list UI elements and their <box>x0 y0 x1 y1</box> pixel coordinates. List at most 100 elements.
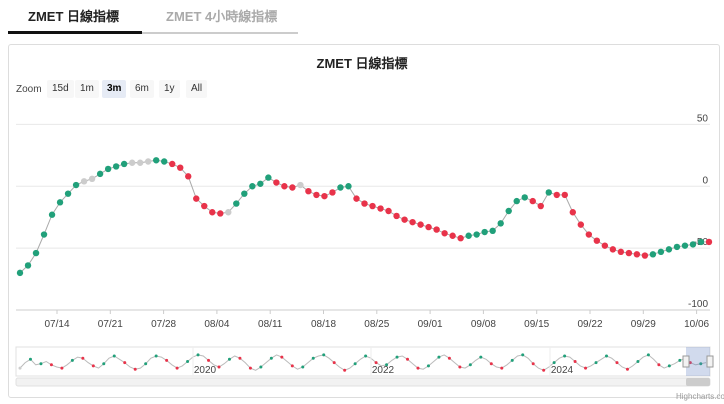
data-point[interactable] <box>225 209 232 216</box>
data-point[interactable] <box>56 199 64 206</box>
data-point[interactable] <box>128 159 136 166</box>
data-point[interactable] <box>401 216 408 223</box>
data-point[interactable] <box>417 221 424 228</box>
zoom-15d-button[interactable]: 15d <box>47 80 74 98</box>
data-point[interactable] <box>152 157 160 164</box>
data-point[interactable] <box>136 159 144 166</box>
data-point[interactable] <box>144 158 152 165</box>
data-point[interactable] <box>409 218 416 226</box>
data-point[interactable] <box>569 209 577 216</box>
data-point[interactable] <box>305 188 312 195</box>
tab-daily[interactable]: ZMET 日線指標 <box>28 9 119 24</box>
data-point[interactable] <box>601 242 609 249</box>
data-point[interactable] <box>321 192 328 200</box>
data-point[interactable] <box>233 200 240 207</box>
data-point[interactable] <box>705 238 713 246</box>
data-point[interactable] <box>161 158 168 165</box>
zoom-1m-button[interactable]: 1m <box>75 80 99 98</box>
navigator-selection[interactable] <box>686 347 710 376</box>
data-point[interactable] <box>617 248 625 256</box>
data-point[interactable] <box>32 249 40 257</box>
data-point[interactable] <box>265 174 272 181</box>
data-point[interactable] <box>393 212 400 220</box>
data-point[interactable] <box>489 227 496 234</box>
data-point[interactable] <box>689 241 697 248</box>
zoom-1y-button[interactable]: 1y <box>159 80 180 98</box>
data-point[interactable] <box>48 211 56 218</box>
data-point[interactable] <box>241 190 248 197</box>
data-point[interactable] <box>16 269 24 277</box>
data-point[interactable] <box>497 220 504 227</box>
data-point[interactable] <box>337 184 344 191</box>
data-point[interactable] <box>433 226 440 233</box>
data-point[interactable] <box>345 183 352 190</box>
navigator-right-handle[interactable] <box>706 355 714 368</box>
data-point[interactable] <box>681 242 689 249</box>
data-point[interactable] <box>281 183 288 190</box>
data-point[interactable] <box>561 191 568 199</box>
data-point[interactable] <box>177 164 184 171</box>
data-point[interactable] <box>473 231 480 238</box>
data-point[interactable] <box>697 238 705 246</box>
data-point[interactable] <box>193 195 200 202</box>
data-point[interactable] <box>505 207 512 215</box>
navigator-scrollbar-thumb[interactable] <box>686 378 710 386</box>
data-point[interactable] <box>441 230 448 237</box>
data-point[interactable] <box>72 181 80 189</box>
data-point[interactable] <box>457 235 464 242</box>
data-point[interactable] <box>112 163 120 170</box>
data-point[interactable] <box>673 243 681 251</box>
zoom-all-button[interactable]: All <box>186 80 208 98</box>
data-point[interactable] <box>553 191 560 199</box>
data-point[interactable] <box>521 194 528 201</box>
data-point[interactable] <box>425 223 432 231</box>
data-point[interactable] <box>625 249 633 257</box>
data-point[interactable] <box>209 209 216 216</box>
data-point[interactable] <box>169 160 176 168</box>
data-point[interactable] <box>40 231 48 238</box>
data-point[interactable] <box>513 197 520 205</box>
data-point[interactable] <box>120 160 128 168</box>
data-point[interactable] <box>249 183 256 190</box>
data-point[interactable] <box>641 252 649 259</box>
data-point[interactable] <box>96 170 104 178</box>
data-point[interactable] <box>297 181 304 189</box>
data-point[interactable] <box>633 251 641 258</box>
data-point[interactable] <box>593 237 601 244</box>
data-point[interactable] <box>185 173 192 180</box>
data-point[interactable] <box>481 228 488 236</box>
data-point[interactable] <box>577 221 585 228</box>
data-point[interactable] <box>289 184 296 191</box>
data-point[interactable] <box>649 251 657 258</box>
data-point[interactable] <box>545 189 552 196</box>
data-point[interactable] <box>217 210 224 217</box>
data-point[interactable] <box>377 205 384 212</box>
zoom-3m-button[interactable]: 3m <box>102 80 127 98</box>
data-point[interactable] <box>529 197 536 205</box>
data-point[interactable] <box>537 202 544 210</box>
data-point[interactable] <box>273 179 280 186</box>
zoom-6m-button[interactable]: 6m <box>130 80 154 98</box>
data-point[interactable] <box>80 178 88 185</box>
navigator-scrollbar[interactable] <box>15 377 711 387</box>
data-point[interactable] <box>585 231 593 238</box>
data-point[interactable] <box>665 246 673 253</box>
data-point[interactable] <box>609 246 617 253</box>
data-point[interactable] <box>361 200 368 207</box>
data-point[interactable] <box>449 232 456 239</box>
data-point[interactable] <box>24 262 32 269</box>
data-point[interactable] <box>201 202 208 210</box>
data-point[interactable] <box>465 232 472 239</box>
navigator-left-handle[interactable] <box>682 355 690 368</box>
data-point[interactable] <box>257 180 264 187</box>
data-point[interactable] <box>385 207 392 215</box>
data-point[interactable] <box>104 165 112 173</box>
data-point[interactable] <box>657 248 665 256</box>
tab-4h[interactable]: ZMET 4小時線指標 <box>166 9 278 24</box>
data-point[interactable] <box>329 189 336 196</box>
data-point[interactable] <box>88 175 96 183</box>
data-point[interactable] <box>313 191 320 199</box>
data-point[interactable] <box>369 202 376 210</box>
data-point[interactable] <box>64 190 72 197</box>
data-point[interactable] <box>353 195 360 202</box>
